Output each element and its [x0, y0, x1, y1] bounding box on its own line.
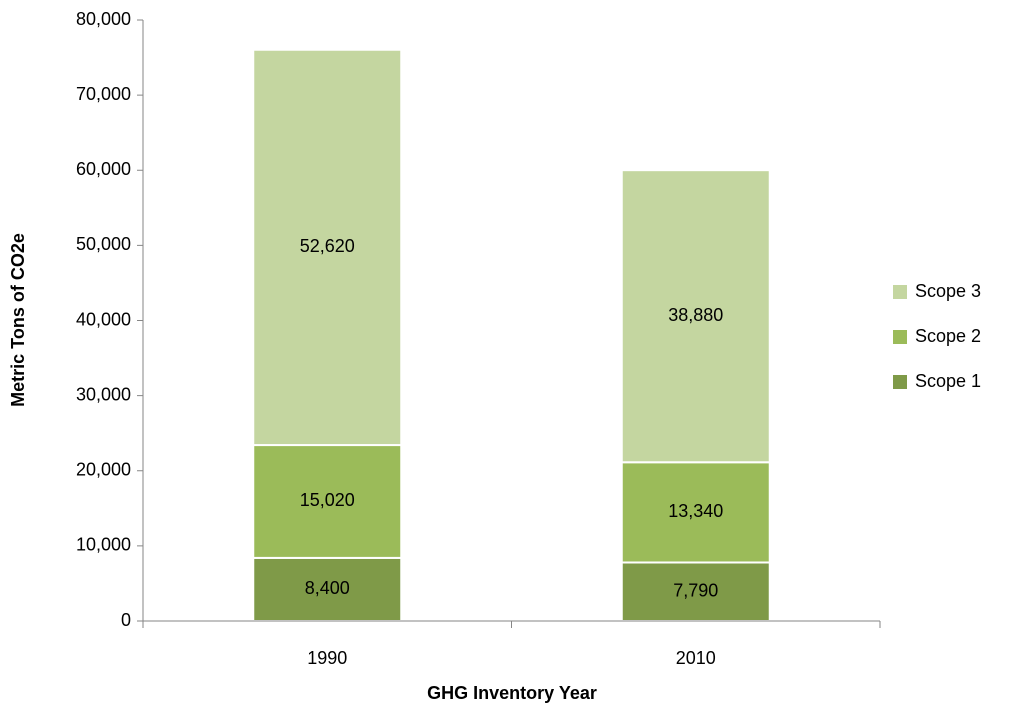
value-label: 52,620 — [300, 236, 355, 256]
y-tick-label: 30,000 — [76, 384, 131, 404]
legend-label: Scope 3 — [915, 281, 981, 301]
bar-segment — [252, 556, 403, 623]
value-label: 15,020 — [300, 490, 355, 510]
bar-segment — [252, 48, 403, 447]
value-label: 8,400 — [305, 578, 350, 598]
legend-swatch — [893, 285, 907, 299]
bar-segment — [620, 561, 771, 622]
y-tick-label: 50,000 — [76, 234, 131, 254]
bar-segment — [620, 461, 771, 564]
legend-label: Scope 1 — [915, 371, 981, 391]
x-tick-label: 2010 — [676, 648, 716, 668]
legend-swatch — [893, 375, 907, 389]
y-tick-label: 70,000 — [76, 84, 131, 104]
y-tick-label: 10,000 — [76, 535, 131, 555]
y-tick-label: 60,000 — [76, 159, 131, 179]
y-tick-label: 40,000 — [76, 309, 131, 329]
legend-swatch — [893, 330, 907, 344]
y-tick-label: 20,000 — [76, 460, 131, 480]
value-label: 38,880 — [668, 305, 723, 325]
x-axis-title: GHG Inventory Year — [427, 683, 597, 703]
value-label: 13,340 — [668, 501, 723, 521]
bar-segment — [252, 444, 403, 559]
y-axis-title: Metric Tons of CO2e — [8, 233, 28, 407]
value-label: 7,790 — [673, 580, 718, 600]
bar-segment — [620, 169, 771, 464]
y-tick-label: 80,000 — [76, 9, 131, 29]
legend-label: Scope 2 — [915, 326, 981, 346]
y-tick-label: 0 — [121, 610, 131, 630]
x-tick-label: 1990 — [307, 648, 347, 668]
